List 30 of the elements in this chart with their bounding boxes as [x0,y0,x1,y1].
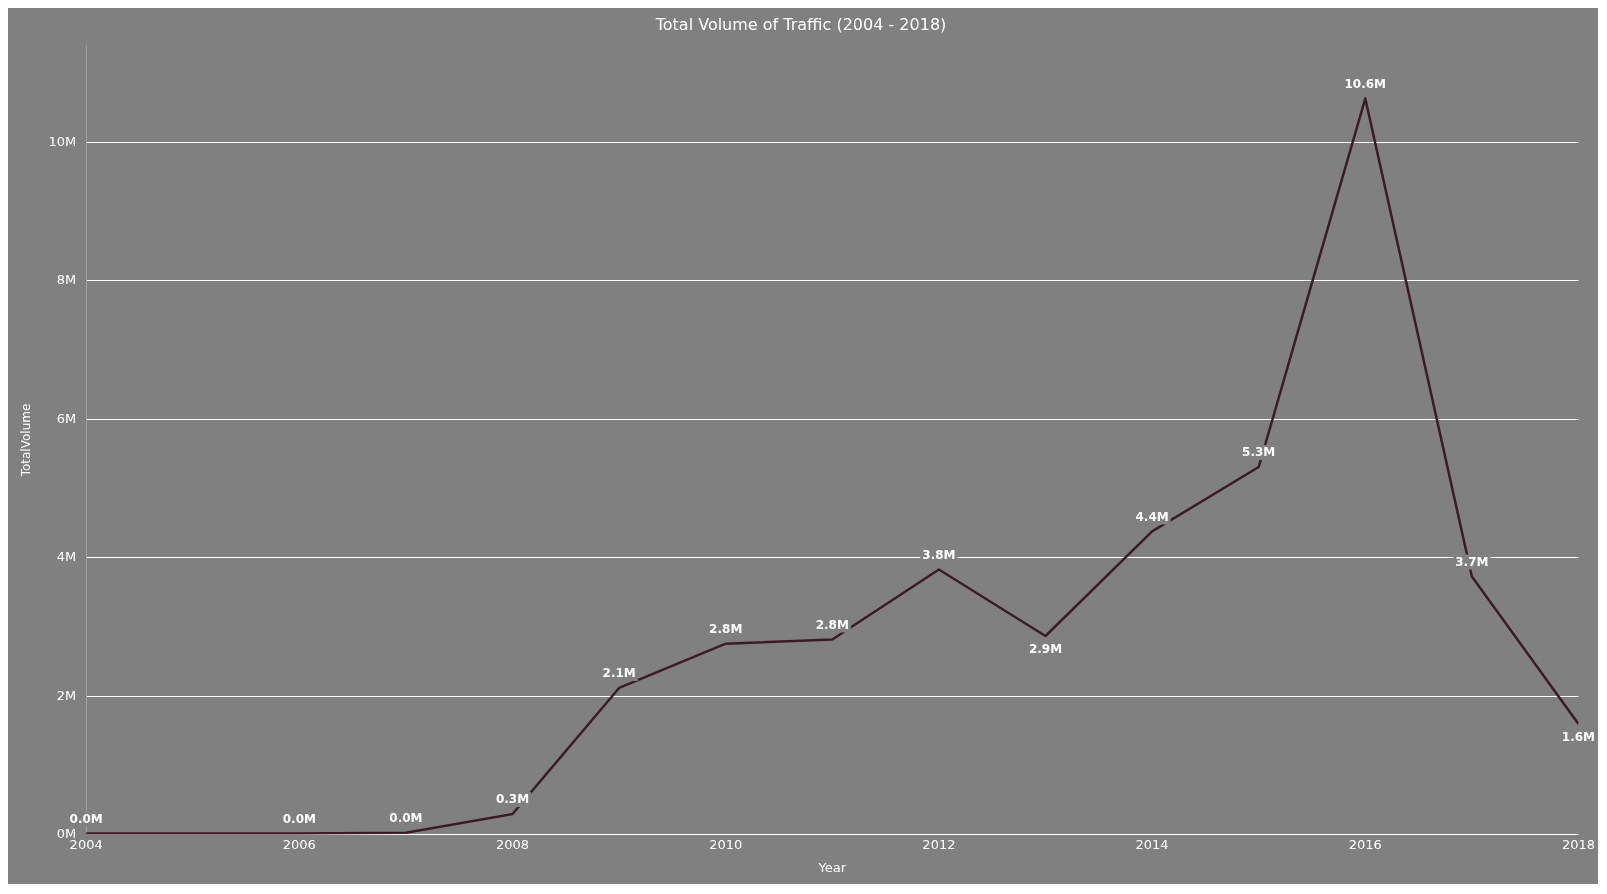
data-label: 0.0M [282,811,316,826]
data-label: 2.8M [815,617,849,632]
chart-title: Total Volume of Traffic (2004 - 2018) [654,14,947,34]
data-label: 0.0M [69,811,103,826]
x-tick-label: 2008 [495,836,530,852]
data-label: 2.9M [1028,642,1063,657]
data-label: 0.3M [495,792,530,807]
x-tick-label: 2006 [282,836,316,852]
x-tick-label: 2016 [1348,836,1382,852]
data-label: 10.6M [1344,76,1387,91]
y-axis-title: TotalVolume [19,403,34,478]
x-tick-label: 2012 [922,836,956,852]
data-label: 2.1M [602,666,636,681]
y-tick-label: 8M [56,272,77,288]
data-label: 5.3M [1242,445,1276,460]
data-label: 2.8M [709,621,743,636]
x-axis-title: Year [817,859,847,875]
data-label: 3.7M [1455,554,1489,569]
data-label: 1.6M [1561,730,1596,745]
y-tick-label: 4M [56,549,77,565]
y-tick-label: 10M [48,133,77,149]
x-tick-label: 2018 [1561,836,1595,852]
data-label: 3.8M [922,547,956,562]
y-tick-label: 2M [56,687,77,703]
y-tick-label: 6M [56,410,77,426]
data-label: 0.0M [389,810,423,825]
x-tick-label: 2004 [69,836,103,852]
x-tick-label: 2010 [709,836,743,852]
x-tick-label: 2014 [1135,836,1169,852]
data-label: 4.4M [1135,509,1169,524]
